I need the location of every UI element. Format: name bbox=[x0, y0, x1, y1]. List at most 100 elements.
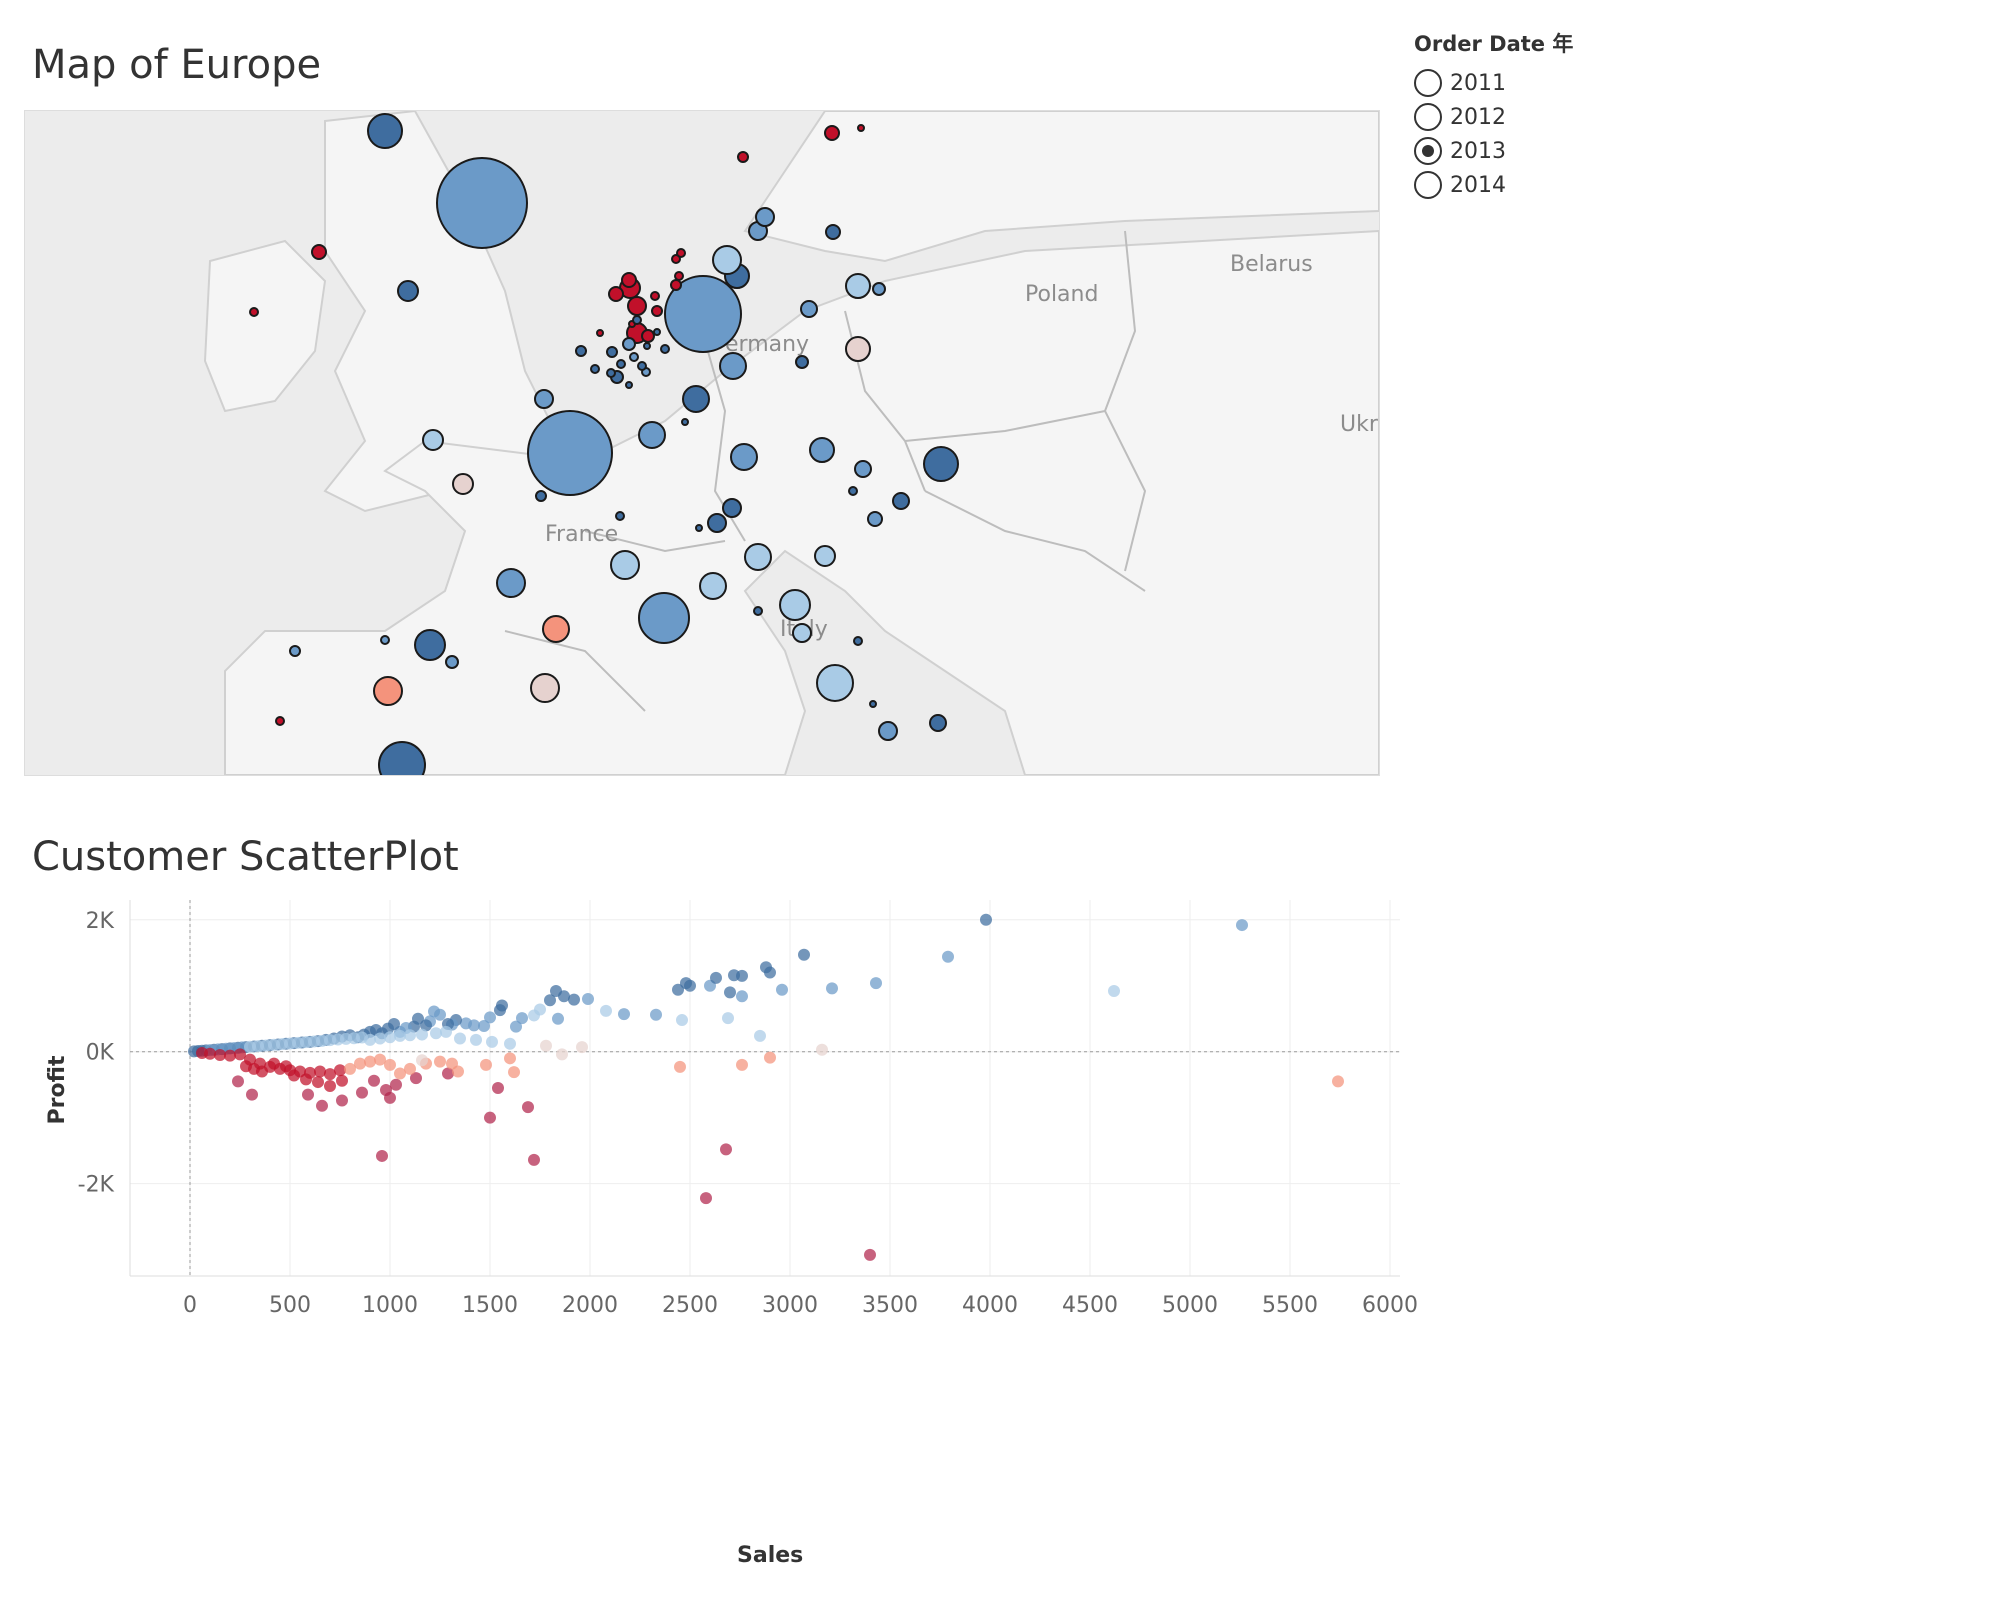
scatter-point[interactable] bbox=[510, 1020, 522, 1033]
map-bubble[interactable] bbox=[311, 244, 327, 260]
scatter-point[interactable] bbox=[390, 1078, 402, 1091]
scatter-point[interactable] bbox=[528, 1153, 540, 1166]
scatter-point[interactable] bbox=[394, 1029, 406, 1042]
scatter-point[interactable] bbox=[428, 1005, 440, 1018]
map-bubble[interactable] bbox=[792, 623, 812, 643]
scatter-point[interactable] bbox=[452, 1065, 464, 1078]
scatter-point[interactable] bbox=[674, 1060, 686, 1073]
radio-2012[interactable] bbox=[1414, 103, 1442, 131]
scatter-point[interactable] bbox=[492, 1082, 504, 1094]
map-bubble[interactable] bbox=[651, 305, 663, 317]
scatter-point[interactable] bbox=[416, 1028, 428, 1041]
map-bubble[interactable] bbox=[809, 437, 835, 463]
scatter-point[interactable] bbox=[280, 1060, 292, 1073]
scatter-point[interactable] bbox=[760, 961, 772, 974]
map-bubble[interactable] bbox=[590, 364, 600, 374]
scatter-point[interactable] bbox=[700, 1192, 712, 1205]
scatter-point[interactable] bbox=[196, 1047, 208, 1060]
map-bubble[interactable] bbox=[814, 545, 836, 567]
scatter-point[interactable] bbox=[384, 1058, 396, 1071]
scatter-point[interactable] bbox=[720, 1143, 732, 1156]
map-bubble[interactable] bbox=[622, 337, 636, 351]
map-bubble[interactable] bbox=[699, 572, 727, 600]
scatter-point[interactable] bbox=[312, 1076, 324, 1089]
map-bubble[interactable] bbox=[367, 113, 403, 149]
map-bubble[interactable] bbox=[869, 700, 877, 708]
scatter-point[interactable] bbox=[508, 1066, 520, 1079]
map-bubble[interactable] bbox=[621, 272, 637, 288]
scatter-point[interactable] bbox=[454, 1032, 466, 1045]
scatter-point[interactable] bbox=[710, 971, 722, 984]
scatter-point[interactable] bbox=[356, 1086, 368, 1099]
scatter-point[interactable] bbox=[316, 1099, 328, 1112]
scatter-point[interactable] bbox=[440, 1025, 452, 1038]
map-bubble[interactable] bbox=[606, 368, 616, 378]
map-bubble[interactable] bbox=[452, 473, 474, 495]
scatter-point[interactable] bbox=[568, 993, 580, 1006]
scatter-point[interactable] bbox=[736, 1058, 748, 1071]
map-bubble[interactable] bbox=[923, 446, 959, 482]
scatter-point[interactable] bbox=[724, 986, 736, 999]
map-bubble[interactable] bbox=[800, 300, 818, 318]
map-bubble[interactable] bbox=[664, 275, 742, 353]
map-bubble[interactable] bbox=[496, 568, 526, 598]
map-bubble[interactable] bbox=[878, 721, 898, 741]
map-bubble[interactable] bbox=[638, 421, 666, 449]
map-bubble[interactable] bbox=[816, 664, 854, 702]
map-bubble[interactable] bbox=[755, 207, 775, 227]
map-bubble[interactable] bbox=[632, 315, 642, 325]
map-canvas[interactable]: Poland Belarus ermany France Ukrai Italy… bbox=[25, 111, 1379, 775]
scatter-point[interactable] bbox=[268, 1057, 280, 1070]
map-bubble[interactable] bbox=[436, 157, 528, 249]
map-bubble[interactable] bbox=[722, 498, 742, 518]
scatter-point[interactable] bbox=[374, 1053, 386, 1066]
legend-option-2014[interactable]: 2014 bbox=[1414, 168, 1573, 202]
scatter-point[interactable] bbox=[364, 1055, 376, 1068]
scatter-point[interactable] bbox=[232, 1075, 244, 1088]
map-bubble[interactable] bbox=[616, 359, 626, 369]
map-bubble[interactable] bbox=[795, 355, 809, 369]
scatter-point[interactable] bbox=[494, 1004, 506, 1017]
map-bubble[interactable] bbox=[695, 524, 703, 532]
scatter-point[interactable] bbox=[864, 1248, 876, 1261]
scatter-point[interactable] bbox=[516, 1012, 528, 1025]
map-bubble[interactable] bbox=[929, 714, 947, 732]
scatter-point[interactable] bbox=[336, 1074, 348, 1087]
map-bubble[interactable] bbox=[712, 245, 742, 275]
map-bubble[interactable] bbox=[615, 511, 625, 521]
map-bubble[interactable] bbox=[606, 346, 618, 358]
scatter-point[interactable] bbox=[374, 1032, 386, 1045]
map-bubble[interactable] bbox=[681, 418, 689, 426]
map-bubble[interactable] bbox=[445, 655, 459, 669]
scatter-point[interactable] bbox=[816, 1043, 828, 1056]
scatter-point[interactable] bbox=[540, 1039, 552, 1052]
map-bubble[interactable] bbox=[872, 282, 886, 296]
map-bubbles[interactable] bbox=[249, 113, 959, 775]
legend-option-2012[interactable]: 2012 bbox=[1414, 100, 1573, 134]
scatter-point[interactable] bbox=[324, 1068, 336, 1081]
scatter-point[interactable] bbox=[722, 1012, 734, 1025]
scatter-point[interactable] bbox=[246, 1088, 258, 1101]
scatter-point[interactable] bbox=[582, 992, 594, 1005]
map-bubble[interactable] bbox=[641, 329, 655, 343]
map-bubble[interactable] bbox=[867, 511, 883, 527]
scatter-point[interactable] bbox=[288, 1069, 300, 1082]
map-bubble[interactable] bbox=[845, 273, 871, 299]
customer-scatterplot[interactable]: 0 500 1000 1500 2000 2500 3000 3500 4000 4500 5000… bbox=[0, 880, 1440, 1340]
map-bubble[interactable] bbox=[676, 248, 686, 258]
scatter-point[interactable] bbox=[764, 1051, 776, 1064]
map-of-europe[interactable]: Poland Belarus ermany France Ukrai Italy… bbox=[24, 110, 1380, 776]
map-bubble[interactable] bbox=[638, 592, 690, 644]
scatter-point[interactable] bbox=[384, 1091, 396, 1104]
map-bubble[interactable] bbox=[753, 606, 763, 616]
map-bubble[interactable] bbox=[596, 329, 604, 337]
scatter-point[interactable] bbox=[550, 985, 562, 998]
legend-option-2013[interactable]: 2013 bbox=[1414, 134, 1573, 168]
map-bubble[interactable] bbox=[825, 224, 841, 240]
map-bubble[interactable] bbox=[249, 307, 259, 317]
scatter-point[interactable] bbox=[826, 982, 838, 995]
scatter-point[interactable] bbox=[504, 1037, 516, 1050]
scatter-point[interactable] bbox=[980, 913, 992, 926]
scatter-point[interactable] bbox=[776, 983, 788, 996]
scatter-point[interactable] bbox=[434, 1055, 446, 1068]
